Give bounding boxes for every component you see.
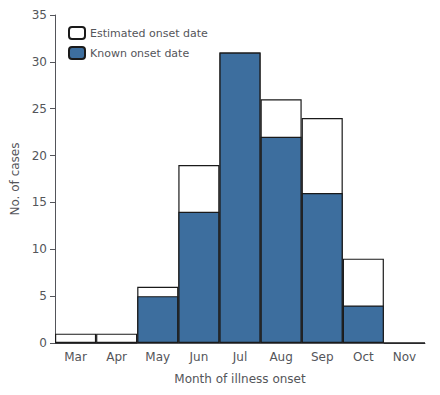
svg-text:Nov: Nov <box>393 350 416 364</box>
svg-text:10: 10 <box>32 242 47 256</box>
svg-text:35: 35 <box>32 8 47 22</box>
svg-text:Mar: Mar <box>64 350 87 364</box>
svg-text:Known onset date: Known onset date <box>90 47 189 60</box>
svg-text:30: 30 <box>32 55 47 69</box>
svg-text:0: 0 <box>39 336 47 350</box>
svg-text:25: 25 <box>32 102 47 116</box>
svg-text:Month of illness onset: Month of illness onset <box>174 372 306 386</box>
svg-text:Apr: Apr <box>106 350 127 364</box>
svg-text:Oct: Oct <box>353 350 374 364</box>
svg-text:May: May <box>145 350 170 364</box>
svg-text:No. of cases: No. of cases <box>8 143 22 216</box>
svg-text:15: 15 <box>32 195 47 209</box>
svg-text:Jun: Jun <box>189 350 209 364</box>
svg-text:20: 20 <box>32 149 47 163</box>
svg-text:Aug: Aug <box>269 350 292 364</box>
svg-text:Sep: Sep <box>311 350 334 364</box>
svg-text:Estimated onset date: Estimated onset date <box>90 27 208 40</box>
svg-text:Jul: Jul <box>232 350 247 364</box>
svg-text:5: 5 <box>39 289 47 303</box>
